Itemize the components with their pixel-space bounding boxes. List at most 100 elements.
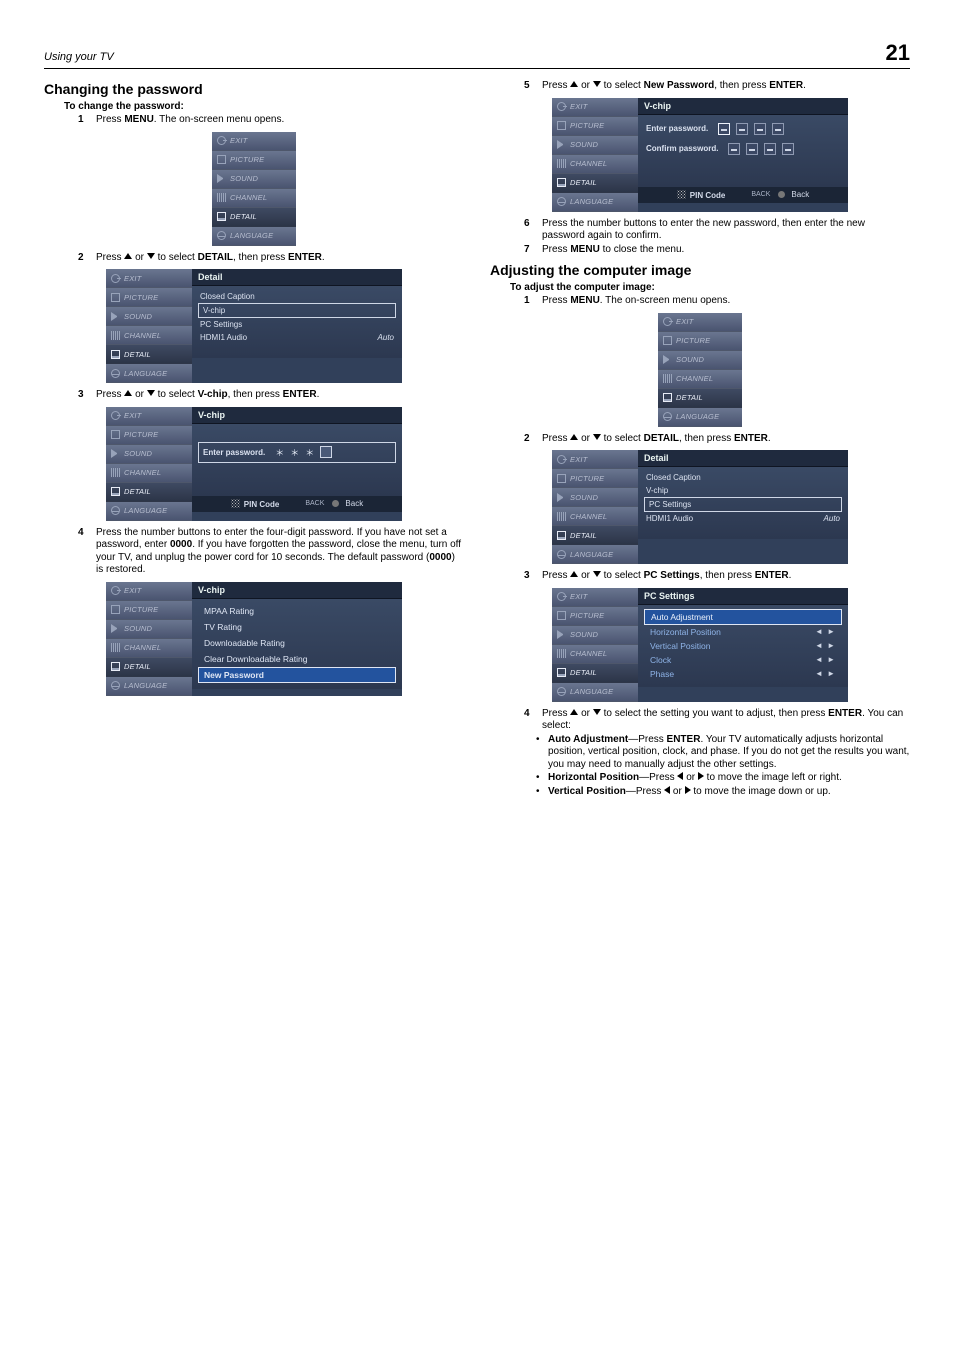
fig-detail-panel-1: EXITPICTURESOUNDCHANNELDETAILLANGUAGE De… [44, 269, 464, 383]
menu-item-picture[interactable]: PICTURE [658, 332, 742, 351]
menu-item-label: EXIT [230, 136, 247, 145]
menu-item-exit[interactable]: EXIT [552, 450, 638, 469]
menu-item-label: LANGUAGE [124, 506, 167, 515]
vchip-list-item[interactable]: Clear Downloadable Rating [198, 651, 396, 667]
menu-item-detail[interactable]: DETAIL [106, 658, 192, 677]
pc-settings-row[interactable]: Horizontal Position◄ ► [644, 625, 842, 639]
menu-item-language[interactable]: LANGUAGE [212, 227, 296, 246]
password-slot[interactable] [764, 143, 776, 155]
menu-item-channel[interactable]: CHANNEL [106, 464, 192, 483]
menu-item-detail[interactable]: DETAIL [658, 389, 742, 408]
menu-item-channel[interactable]: CHANNEL [552, 155, 638, 174]
menu-item-language[interactable]: LANGUAGE [552, 545, 638, 564]
menu-item-sound[interactable]: SOUND [106, 445, 192, 464]
menu-item-picture[interactable]: PICTURE [552, 607, 638, 626]
menu-item-exit[interactable]: EXIT [552, 98, 638, 117]
menu-item-exit[interactable]: EXIT [106, 407, 192, 426]
menu-item-channel[interactable]: CHANNEL [552, 645, 638, 664]
menu-item-language[interactable]: LANGUAGE [106, 364, 192, 383]
menu-item-label: LANGUAGE [124, 681, 167, 690]
menu-item-exit[interactable]: EXIT [106, 269, 192, 288]
vchip-list-item[interactable]: New Password [198, 667, 396, 683]
menu-item-exit[interactable]: EXIT [212, 132, 296, 151]
menu-item-exit[interactable]: EXIT [552, 588, 638, 607]
detail-icon [557, 531, 566, 540]
menu-item-detail[interactable]: DETAIL [552, 526, 638, 545]
menu-item-sound[interactable]: SOUND [552, 626, 638, 645]
menu-item-label: SOUND [570, 630, 598, 639]
password-slot[interactable] [736, 123, 748, 135]
menu-item-sound[interactable]: SOUND [552, 488, 638, 507]
menu-item-sound[interactable]: SOUND [212, 170, 296, 189]
pc-settings-row[interactable]: Vertical Position◄ ► [644, 639, 842, 653]
detail-row[interactable]: Closed Caption [644, 471, 842, 484]
menu-item-picture[interactable]: PICTURE [106, 288, 192, 307]
menu-item-picture[interactable]: PICTURE [106, 426, 192, 445]
menu-item-exit[interactable]: EXIT [658, 313, 742, 332]
pc-settings-row[interactable]: Auto Adjustment [644, 609, 842, 625]
detail-row[interactable]: V-chip [198, 303, 396, 318]
password-slot[interactable] [718, 123, 730, 135]
step-b1: 1 Press MENU. The on-screen menu opens. [524, 295, 910, 308]
detail-icon [111, 350, 120, 359]
password-slot[interactable] [772, 123, 784, 135]
detail-row[interactable]: V-chip [644, 484, 842, 497]
password-slot[interactable] [782, 143, 794, 155]
pc-settings-row[interactable]: Phase◄ ► [644, 667, 842, 681]
detail-row[interactable]: PC Settings [198, 318, 396, 331]
picture-icon [111, 605, 120, 614]
menu-item-channel[interactable]: CHANNEL [658, 370, 742, 389]
detail-icon [663, 393, 672, 402]
menu-item-sound[interactable]: SOUND [106, 620, 192, 639]
menu-item-label: EXIT [124, 274, 141, 283]
channel-icon [111, 468, 120, 477]
vchip-list-item[interactable]: MPAA Rating [198, 603, 396, 619]
pc-settings-row[interactable]: Clock◄ ► [644, 653, 842, 667]
password-slot[interactable] [746, 143, 758, 155]
menu-item-picture[interactable]: PICTURE [552, 469, 638, 488]
menu-item-sound[interactable]: SOUND [552, 136, 638, 155]
menu-item-exit[interactable]: EXIT [106, 582, 192, 601]
menu-item-channel[interactable]: CHANNEL [212, 189, 296, 208]
detail-row[interactable]: Closed Caption [198, 290, 396, 303]
password-slot[interactable] [728, 143, 740, 155]
picture-icon [557, 474, 566, 483]
exit-icon [557, 592, 566, 601]
menu-item-detail[interactable]: DETAIL [106, 345, 192, 364]
menu-item-sound[interactable]: SOUND [658, 351, 742, 370]
detail-row[interactable]: PC Settings [644, 497, 842, 512]
menu-item-language[interactable]: LANGUAGE [552, 193, 638, 212]
menu-item-detail[interactable]: DETAIL [552, 664, 638, 683]
detail-row[interactable]: HDMI1 AudioAuto [198, 331, 396, 344]
picture-icon [557, 121, 566, 130]
menu-item-label: LANGUAGE [676, 412, 719, 421]
menu-item-label: CHANNEL [570, 159, 607, 168]
menu-item-label: SOUND [124, 312, 152, 321]
menu-item-label: DETAIL [230, 212, 257, 221]
vchip-list-item[interactable]: TV Rating [198, 619, 396, 635]
menu-item-picture[interactable]: PICTURE [106, 601, 192, 620]
menu-item-language[interactable]: LANGUAGE [106, 677, 192, 696]
adjust-arrows-icon: ◄ ► [815, 669, 836, 679]
fig-mainmenu-2: EXITPICTURESOUNDCHANNELDETAIL LANGUAGE [490, 313, 910, 427]
sound-icon [557, 140, 566, 149]
menu-item-detail[interactable]: DETAIL [552, 174, 638, 193]
menu-item-language[interactable]: LANGUAGE [658, 408, 742, 427]
menu-item-channel[interactable]: CHANNEL [552, 507, 638, 526]
detail-row[interactable]: HDMI1 AudioAuto [644, 512, 842, 525]
vchip-list-item[interactable]: Downloadable Rating [198, 635, 396, 651]
menu-item-channel[interactable]: CHANNEL [106, 326, 192, 345]
menu-item-detail[interactable]: DETAIL [212, 208, 296, 227]
password-slot[interactable] [754, 123, 766, 135]
menu-item-sound[interactable]: SOUND [106, 307, 192, 326]
menu-item-label: LANGUAGE [570, 550, 613, 559]
menu-item-language[interactable]: LANGUAGE [552, 683, 638, 702]
password-slot-4[interactable]: – [320, 446, 332, 458]
menu-item-picture[interactable]: PICTURE [212, 151, 296, 170]
menu-item-language[interactable]: LANGUAGE [106, 502, 192, 521]
sound-icon [217, 174, 226, 183]
menu-item-detail[interactable]: DETAIL [106, 483, 192, 502]
menu-item-picture[interactable]: PICTURE [552, 117, 638, 136]
menu-item-channel[interactable]: CHANNEL [106, 639, 192, 658]
menu-item-label: DETAIL [124, 662, 151, 671]
